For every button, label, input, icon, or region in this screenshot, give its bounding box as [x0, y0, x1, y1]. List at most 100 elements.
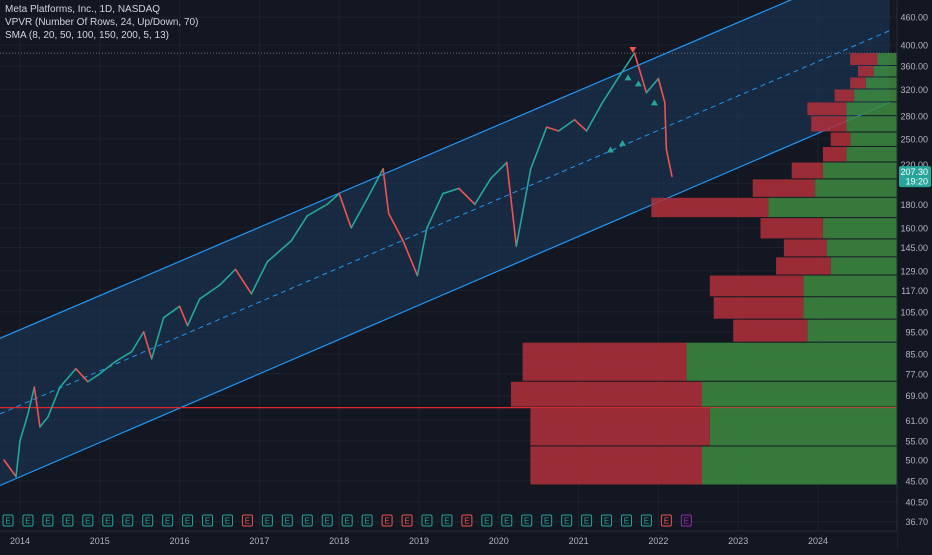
earnings-marker[interactable] [481, 514, 493, 527]
volume-profile-down-bar [791, 162, 823, 179]
legend-vpvr[interactable]: VPVR (Number Of Rows, 24, Up/Down, 70) [5, 17, 199, 28]
price-segment [665, 148, 673, 178]
volume-profile-up-bar [830, 257, 897, 275]
earnings-marker[interactable] [461, 514, 473, 527]
signal-up-marker[interactable] [607, 146, 615, 153]
y-tick-label: 320.00 [900, 85, 928, 95]
volume-profile-down-bar [709, 275, 804, 297]
x-tick-label: 2021 [569, 536, 589, 546]
earnings-marker-label: E [664, 517, 669, 526]
volume-profile-down-bar [850, 77, 866, 89]
earnings-marker[interactable] [620, 514, 632, 527]
earnings-marker[interactable] [381, 514, 393, 527]
earnings-marker[interactable] [182, 514, 194, 527]
y-tick-label: 45.00 [905, 477, 928, 487]
earnings-marker-label: E [564, 517, 569, 526]
earnings-marker-label: E [584, 517, 589, 526]
earnings-marker[interactable] [521, 514, 533, 527]
signal-up-marker[interactable] [624, 74, 632, 81]
legend-symbol[interactable]: Meta Platforms, Inc., 1D, NASDAQ [5, 4, 161, 15]
x-tick-label: 2018 [329, 536, 349, 546]
earnings-marker[interactable] [2, 514, 14, 527]
signal-up-marker[interactable] [650, 99, 658, 106]
time-axis-panel[interactable] [0, 531, 897, 550]
last-price-badge[interactable] [899, 166, 931, 188]
earnings-marker[interactable] [640, 514, 652, 527]
y-tick-label: 250.00 [900, 134, 928, 144]
price-segment [162, 305, 181, 319]
earnings-marker[interactable] [501, 514, 513, 527]
x-tick-label: 2020 [489, 536, 509, 546]
price-segment [657, 77, 666, 104]
earnings-marker[interactable] [321, 514, 333, 527]
earnings-marker[interactable] [261, 514, 273, 527]
price-segment [15, 440, 21, 478]
earnings-marker[interactable] [62, 514, 74, 527]
price-segment [75, 367, 89, 383]
earnings-marker[interactable] [601, 514, 613, 527]
earnings-marker[interactable] [301, 514, 313, 527]
earnings-marker[interactable] [22, 514, 34, 527]
volume-profile-up-bar [846, 146, 897, 162]
earnings-marker[interactable] [441, 514, 453, 527]
earnings-marker-label: E [265, 517, 270, 526]
legend-sma[interactable]: SMA (8, 20, 50, 100, 150, 200, 5, 13) [5, 30, 169, 41]
price-axis-panel[interactable] [897, 0, 932, 550]
channel-upper-line[interactable] [0, 0, 890, 339]
y-tick-label: 61.00 [905, 416, 928, 426]
earnings-marker[interactable] [162, 514, 174, 527]
earnings-marker-label: E [5, 517, 10, 526]
earnings-marker[interactable] [660, 514, 672, 527]
signal-up-marker[interactable] [618, 139, 626, 146]
earnings-marker[interactable] [581, 514, 593, 527]
price-segment [99, 360, 117, 375]
price-segment [19, 413, 29, 442]
price-segment [326, 192, 341, 206]
earnings-marker[interactable] [142, 514, 154, 527]
earnings-marker[interactable] [361, 514, 373, 527]
volume-profile-up-bar [822, 162, 897, 179]
volume-profile-down-bar [858, 66, 874, 77]
earnings-marker[interactable] [341, 514, 353, 527]
earnings-marker[interactable] [281, 514, 293, 527]
y-tick-label: 40.50 [905, 498, 928, 508]
earnings-marker[interactable] [401, 514, 413, 527]
earnings-marker-label: E [165, 517, 170, 526]
earnings-marker-label: E [384, 517, 389, 526]
price-segment [178, 305, 189, 327]
price-segment [601, 76, 620, 104]
price-segment [458, 187, 476, 206]
price-segment [266, 239, 293, 263]
price-segment [515, 168, 532, 247]
earnings-marker[interactable] [421, 514, 433, 527]
volume-profile-up-bar [865, 77, 897, 89]
y-tick-label: 460.00 [900, 13, 928, 23]
price-segment [663, 101, 668, 151]
signal-down-marker[interactable] [629, 47, 637, 54]
earnings-marker[interactable] [541, 514, 553, 527]
y-tick-label: 69.00 [905, 391, 928, 401]
earnings-marker[interactable] [82, 514, 94, 527]
earnings-marker[interactable] [102, 514, 114, 527]
signal-up-marker[interactable] [634, 80, 642, 87]
price-segment [350, 198, 368, 229]
volume-profile-down-bar [811, 116, 847, 132]
volume-profile-up-bar [768, 197, 897, 218]
y-tick-label: 85.00 [905, 350, 928, 360]
price-segment [234, 268, 253, 295]
earnings-marker[interactable] [202, 514, 214, 527]
volume-profile-down-bar [530, 446, 702, 485]
earnings-marker[interactable] [42, 514, 54, 527]
y-tick-label: 117.00 [901, 286, 928, 296]
channel-lower-line[interactable] [0, 101, 891, 487]
price-segment [645, 77, 660, 94]
earnings-marker[interactable] [122, 514, 134, 527]
volume-profile-down-bar [530, 407, 710, 446]
earnings-marker[interactable] [561, 514, 573, 527]
earnings-marker[interactable] [221, 514, 233, 527]
price-segment [387, 212, 404, 242]
earnings-marker[interactable] [241, 514, 253, 527]
earnings-marker[interactable] [680, 514, 692, 527]
